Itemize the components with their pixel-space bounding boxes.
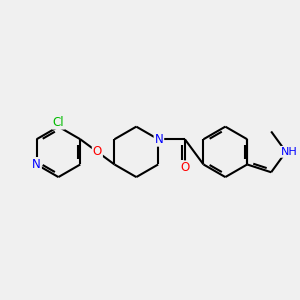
Text: NH: NH [280,147,297,157]
Text: N: N [32,158,41,171]
Text: O: O [93,146,102,158]
Text: O: O [180,161,190,174]
Text: N: N [154,133,163,146]
Text: Cl: Cl [52,116,64,129]
